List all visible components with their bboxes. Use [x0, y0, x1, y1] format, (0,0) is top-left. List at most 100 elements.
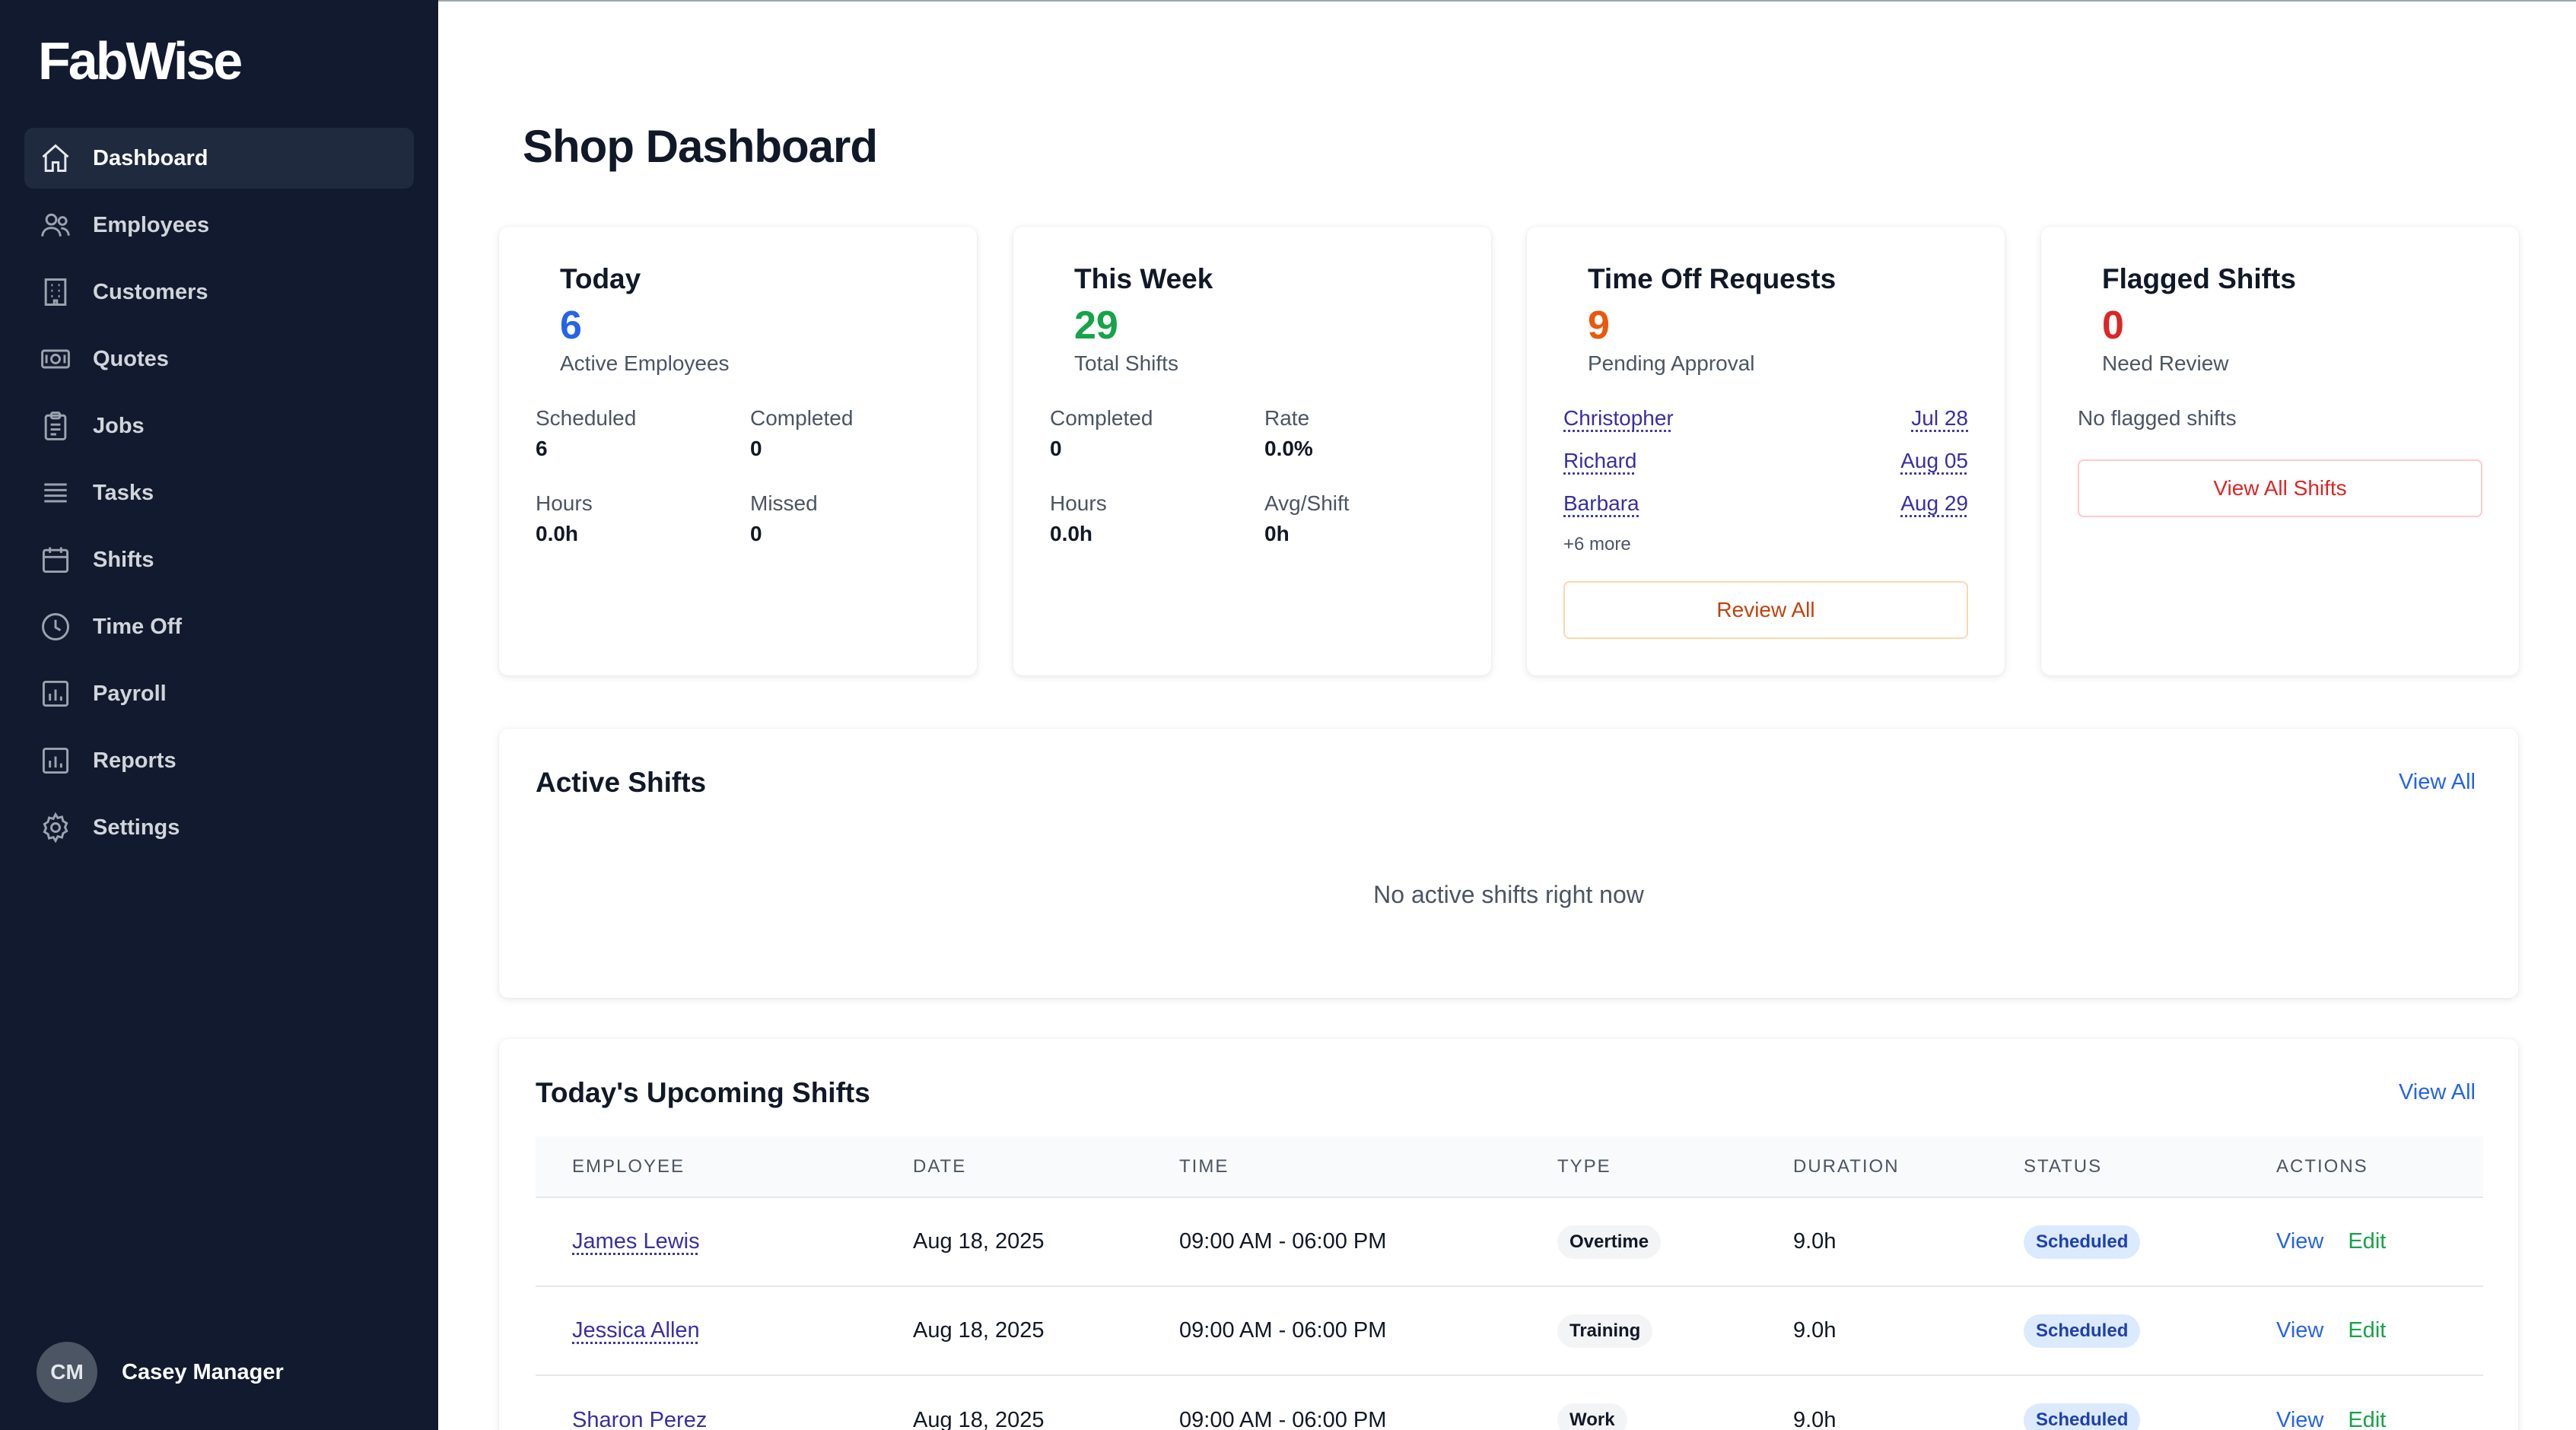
card-title: Flagged Shifts: [2102, 263, 2296, 295]
sidebar-item-label: Dashboard: [93, 146, 208, 171]
stat-value: 0.0h: [536, 522, 593, 546]
column-header-status[interactable]: STATUS: [1987, 1136, 2240, 1197]
employee-link[interactable]: Sharon Perez: [572, 1408, 707, 1430]
column-header-time[interactable]: TIME: [1143, 1136, 1521, 1197]
sidebar-item-jobs[interactable]: Jobs: [24, 396, 414, 456]
shift-date: Aug 18, 2025: [876, 1197, 1143, 1286]
view-all-shifts-button[interactable]: View All Shifts: [2078, 459, 2482, 517]
shift-type-badge: Work: [1557, 1403, 1627, 1430]
home-icon: [38, 141, 73, 176]
request-row: Barbara Aug 29: [1563, 491, 1968, 516]
stat-label: Scheduled: [536, 406, 636, 431]
review-all-button[interactable]: Review All: [1563, 581, 1968, 639]
column-header-date[interactable]: DATE: [876, 1136, 1143, 1197]
sidebar-item-dashboard[interactable]: Dashboard: [24, 128, 414, 189]
card-subtitle: Need Review: [2102, 351, 2229, 376]
sidebar-item-payroll[interactable]: Payroll: [24, 663, 414, 724]
column-header-duration[interactable]: DURATION: [1757, 1136, 1987, 1197]
status-badge: Scheduled: [2024, 1225, 2140, 1259]
app-logo[interactable]: FabWise: [38, 30, 240, 91]
timeoff-value: 9: [1588, 303, 1610, 348]
user-name: Casey Manager: [122, 1360, 284, 1385]
clock-icon: [38, 609, 73, 644]
request-date-link[interactable]: Aug 05: [1900, 449, 1968, 473]
card-subtitle: Pending Approval: [1588, 351, 1755, 376]
shift-type-badge: Training: [1557, 1314, 1652, 1348]
flagged-value: 0: [2102, 303, 2124, 348]
upcoming-shifts-panel: Today's Upcoming Shifts View All EMPLOYE…: [499, 1039, 2518, 1430]
request-employee-link[interactable]: Barbara: [1563, 491, 1639, 516]
shift-type-badge: Overtime: [1557, 1225, 1661, 1259]
section-title: Today's Upcoming Shifts: [536, 1077, 870, 1109]
flagged-shifts-card: Flagged Shifts 0 Need Review No flagged …: [2041, 227, 2519, 675]
column-header-type[interactable]: TYPE: [1521, 1136, 1757, 1197]
stat-value: 6: [536, 437, 636, 461]
clipboard-icon: [38, 408, 73, 443]
stat-value: 0.0h: [1050, 522, 1107, 546]
employee-link[interactable]: Jessica Allen: [572, 1318, 700, 1343]
edit-shift-link[interactable]: Edit: [2348, 1318, 2386, 1343]
sidebar-item-customers[interactable]: Customers: [24, 262, 414, 323]
stat-label: Avg/Shift: [1264, 491, 1350, 516]
sidebar: FabWise Dashboard Employees Customers Qu…: [0, 0, 438, 1430]
week-value: 29: [1074, 303, 1118, 348]
shift-duration: 9.0h: [1757, 1197, 1987, 1286]
page-title: Shop Dashboard: [523, 120, 877, 173]
time-off-card: Time Off Requests 9 Pending Approval Chr…: [1527, 227, 2005, 675]
stat-label: Missed: [750, 491, 818, 516]
bar-chart-icon: [38, 743, 73, 778]
request-employee-link[interactable]: Richard: [1563, 449, 1636, 473]
card-title: Time Off Requests: [1588, 263, 1836, 295]
stat-value: 0: [1050, 437, 1153, 461]
stat-value: 0: [750, 522, 818, 546]
hours-stat: Hours 0.0h: [1050, 491, 1107, 546]
table-row: James Lewis Aug 18, 2025 09:00 AM - 06:0…: [536, 1197, 2483, 1286]
active-shifts-panel: Active Shifts View All No active shifts …: [499, 729, 2518, 998]
user-profile[interactable]: CM Casey Manager: [37, 1342, 284, 1403]
sidebar-item-tasks[interactable]: Tasks: [24, 462, 414, 523]
sidebar-item-quotes[interactable]: Quotes: [24, 329, 414, 389]
hours-stat: Hours 0.0h: [536, 491, 593, 546]
completed-stat: Completed 0: [750, 406, 853, 461]
view-shift-link[interactable]: View: [2276, 1318, 2323, 1343]
request-date-link[interactable]: Jul 28: [1911, 406, 1968, 431]
bar-chart-icon: [38, 676, 73, 711]
sidebar-item-employees[interactable]: Employees: [24, 195, 414, 256]
upcoming-shifts-table: EMPLOYEE DATE TIME TYPE DURATION STATUS …: [536, 1136, 2483, 1430]
sidebar-item-time-off[interactable]: Time Off: [24, 596, 414, 657]
card-title: Today: [560, 263, 641, 295]
table-row: Sharon Perez Aug 18, 2025 09:00 AM - 06:…: [536, 1375, 2483, 1430]
sidebar-item-settings[interactable]: Settings: [24, 797, 414, 858]
request-row: Richard Aug 05: [1563, 449, 1968, 473]
status-badge: Scheduled: [2024, 1314, 2140, 1348]
column-header-employee[interactable]: EMPLOYEE: [536, 1136, 876, 1197]
upcoming-shifts-view-all-link[interactable]: View All: [2399, 1080, 2476, 1105]
edit-shift-link[interactable]: Edit: [2348, 1408, 2386, 1430]
stat-value: 0.0%: [1264, 437, 1313, 461]
users-icon: [38, 208, 73, 243]
main-content: Shop Dashboard Today 6 Active Employees …: [438, 0, 2576, 1430]
sidebar-item-label: Shifts: [93, 548, 154, 573]
edit-shift-link[interactable]: Edit: [2348, 1229, 2386, 1254]
request-employee-link[interactable]: Christopher: [1563, 406, 1674, 431]
view-shift-link[interactable]: View: [2276, 1229, 2323, 1254]
today-card: Today 6 Active Employees Scheduled 6 Com…: [499, 227, 977, 675]
this-week-card: This Week 29 Total Shifts Completed 0 Ra…: [1013, 227, 1491, 675]
shift-date: Aug 18, 2025: [876, 1375, 1143, 1430]
sidebar-item-reports[interactable]: Reports: [24, 730, 414, 791]
employee-link[interactable]: James Lewis: [572, 1229, 700, 1254]
column-header-actions: ACTIONS: [2240, 1136, 2483, 1197]
shift-time: 09:00 AM - 06:00 PM: [1143, 1286, 1521, 1375]
stat-label: Completed: [750, 406, 853, 431]
stat-value: 0h: [1264, 522, 1350, 546]
flagged-empty-text: No flagged shifts: [2078, 406, 2237, 431]
request-date-link[interactable]: Aug 29: [1900, 491, 1968, 516]
active-shifts-view-all-link[interactable]: View All: [2399, 770, 2476, 795]
stat-value: 0: [750, 437, 853, 461]
shift-time: 09:00 AM - 06:00 PM: [1143, 1375, 1521, 1430]
sidebar-item-label: Jobs: [93, 414, 145, 439]
view-shift-link[interactable]: View: [2276, 1408, 2323, 1430]
sidebar-item-label: Time Off: [93, 615, 182, 640]
sidebar-item-shifts[interactable]: Shifts: [24, 529, 414, 590]
more-requests: +6 more: [1563, 534, 1631, 555]
